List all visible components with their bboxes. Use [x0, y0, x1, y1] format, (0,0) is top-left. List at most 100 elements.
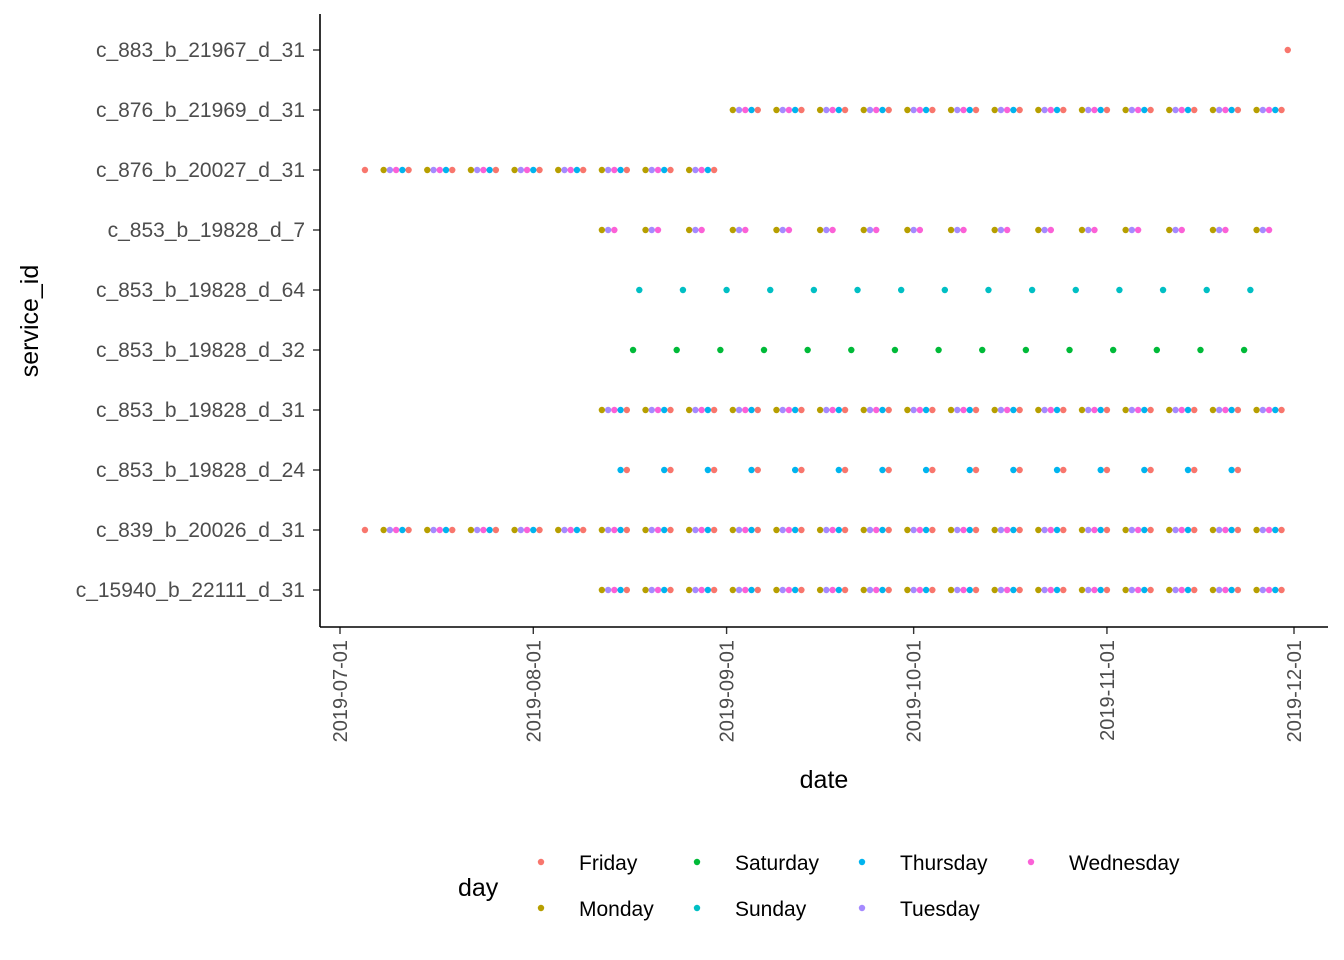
legend-label-friday: Friday	[579, 852, 638, 875]
point-c-839-b-20026-d-31-friday	[1103, 526, 1111, 534]
point-c-15940-b-22111-d-31-wednesday	[742, 586, 749, 594]
point-c-15940-b-22111-d-31-tuesday	[604, 586, 612, 594]
point-c-876-b-21969-d-31-monday	[1122, 106, 1129, 114]
point-c-15940-b-22111-d-31-friday	[754, 586, 761, 594]
point-c-839-b-20026-d-31-friday	[492, 526, 500, 534]
point-c-853-b-19828-d-32-saturday	[1197, 346, 1204, 354]
point-c-876-b-21969-d-31-thursday	[1010, 106, 1017, 114]
point-c-853-b-19828-d-31-friday	[1234, 406, 1242, 414]
point-c-853-b-19828-d-24-thursday	[617, 466, 624, 474]
point-c-15940-b-22111-d-31-tuesday	[779, 586, 786, 594]
point-c-853-b-19828-d-64-sunday	[941, 286, 949, 294]
point-c-876-b-20027-d-31-friday	[710, 166, 718, 174]
x-tick-label-2019-12-01: 2019-12-01	[1284, 640, 1306, 742]
y-tick-label-c-853-b-19828-d-32: c_853_b_19828_d_32	[96, 339, 305, 362]
y-tick-label-c-853-b-19828-d-31: c_853_b_19828_d_31	[96, 399, 305, 422]
point-c-853-b-19828-d-31-tuesday	[779, 406, 786, 414]
point-c-839-b-20026-d-31-friday	[929, 526, 936, 534]
point-c-853-b-19828-d-7-monday	[1078, 226, 1086, 234]
point-c-839-b-20026-d-31-monday	[642, 526, 649, 534]
point-c-853-b-19828-d-32-saturday	[717, 346, 724, 354]
point-c-876-b-21969-d-31-friday	[1103, 106, 1111, 114]
point-c-839-b-20026-d-31-thursday	[530, 526, 537, 534]
point-c-839-b-20026-d-31-friday	[667, 526, 674, 534]
point-c-853-b-19828-d-7-monday	[816, 226, 824, 234]
point-c-15940-b-22111-d-31-wednesday	[1003, 586, 1011, 594]
x-tick-labels: 2019-07-01 2019-08-01 2019-09-01 2019-10-01…	[330, 627, 1306, 742]
point-c-853-b-19828-d-31-wednesday	[1265, 406, 1273, 414]
point-c-853-b-19828-d-31-thursday	[661, 406, 668, 414]
point-c-853-b-19828-d-31-monday	[1122, 406, 1129, 414]
point-c-853-b-19828-d-7-tuesday	[1215, 226, 1223, 234]
point-c-853-b-19828-d-7-tuesday	[1041, 226, 1048, 234]
point-c-839-b-20026-d-31-wednesday	[873, 526, 880, 534]
point-c-853-b-19828-d-31-wednesday	[654, 406, 662, 414]
point-c-876-b-20027-d-31-wednesday	[654, 166, 662, 174]
point-c-839-b-20026-d-31-tuesday	[517, 526, 525, 534]
point-c-853-b-19828-d-31-wednesday	[1134, 406, 1142, 414]
point-c-15940-b-22111-d-31-wednesday	[1222, 586, 1229, 594]
point-c-853-b-19828-d-31-tuesday	[954, 406, 961, 414]
point-c-15940-b-22111-d-31-thursday	[748, 586, 755, 594]
point-c-853-b-19828-d-31-monday	[1253, 406, 1260, 414]
point-c-853-b-19828-d-31-friday	[929, 406, 936, 414]
y-tick-label-c-883-b-21967-d-31: c_883_b_21967_d_31	[96, 39, 305, 62]
point-c-839-b-20026-d-31-wednesday	[1003, 526, 1011, 534]
point-c-839-b-20026-d-31-monday	[467, 526, 475, 534]
point-c-876-b-21969-d-31-thursday	[1097, 106, 1104, 114]
point-c-853-b-19828-d-24-friday	[667, 466, 674, 474]
point-c-853-b-19828-d-7-tuesday	[823, 226, 830, 234]
point-c-15940-b-22111-d-31-tuesday	[1259, 586, 1267, 594]
point-c-876-b-21969-d-31-monday	[1166, 106, 1173, 114]
point-c-876-b-20027-d-31-tuesday	[473, 166, 481, 174]
point-c-876-b-20027-d-31-thursday	[530, 166, 537, 174]
point-c-853-b-19828-d-31-tuesday	[1215, 406, 1223, 414]
point-c-839-b-20026-d-31-friday	[754, 526, 761, 534]
point-c-876-b-21969-d-31-tuesday	[1259, 106, 1267, 114]
point-c-15940-b-22111-d-31-friday	[1060, 586, 1067, 594]
point-c-876-b-21969-d-31-wednesday	[785, 106, 793, 114]
point-c-876-b-21969-d-31-wednesday	[1003, 106, 1011, 114]
point-c-853-b-19828-d-7-tuesday	[692, 226, 699, 234]
y-tick-label-c-876-b-20027-d-31: c_876_b_20027_d_31	[96, 159, 305, 182]
point-c-853-b-19828-d-31-friday	[667, 406, 674, 414]
point-c-839-b-20026-d-31-wednesday	[480, 526, 487, 534]
point-c-853-b-19828-d-64-sunday	[767, 286, 774, 294]
point-c-853-b-19828-d-7-monday	[1166, 226, 1173, 234]
point-c-876-b-20027-d-31-monday	[424, 166, 431, 174]
point-c-876-b-20027-d-31-wednesday	[698, 166, 705, 174]
x-axis-title: date	[800, 766, 849, 794]
point-c-15940-b-22111-d-31-tuesday	[735, 586, 743, 594]
point-c-839-b-20026-d-31-wednesday	[567, 526, 574, 534]
point-c-15940-b-22111-d-31-wednesday	[1265, 586, 1273, 594]
point-c-876-b-21969-d-31-tuesday	[1085, 106, 1092, 114]
point-c-853-b-19828-d-24-thursday	[879, 466, 886, 474]
point-c-876-b-20027-d-31-monday	[511, 166, 518, 174]
point-c-853-b-19828-d-24-thursday	[791, 466, 799, 474]
point-c-876-b-20027-d-31-thursday	[399, 166, 406, 174]
point-c-839-b-20026-d-31-monday	[1166, 526, 1173, 534]
point-c-853-b-19828-d-31-thursday	[1272, 406, 1279, 414]
point-c-839-b-20026-d-31-tuesday	[430, 526, 437, 534]
point-c-15940-b-22111-d-31-monday	[947, 586, 955, 594]
legend-key-saturday	[693, 858, 701, 866]
point-c-839-b-20026-d-31-friday	[579, 526, 587, 534]
point-c-839-b-20026-d-31-thursday	[399, 526, 406, 534]
point-c-853-b-19828-d-31-tuesday	[692, 406, 699, 414]
point-c-876-b-21969-d-31-tuesday	[954, 106, 961, 114]
point-c-853-b-19828-d-31-thursday	[748, 406, 755, 414]
point-c-853-b-19828-d-24-friday	[972, 466, 980, 474]
point-c-876-b-21969-d-31-friday	[841, 106, 849, 114]
point-c-839-b-20026-d-31-monday	[1122, 526, 1129, 534]
point-c-853-b-19828-d-7-wednesday	[829, 226, 836, 234]
point-c-876-b-21969-d-31-friday	[1278, 106, 1285, 114]
point-c-839-b-20026-d-31-friday	[1147, 526, 1154, 534]
point-c-876-b-21969-d-31-friday	[929, 106, 936, 114]
point-c-876-b-21969-d-31-friday	[1016, 106, 1023, 114]
point-c-839-b-20026-d-31-wednesday	[523, 526, 531, 534]
point-c-853-b-19828-d-64-sunday	[1072, 286, 1079, 294]
point-c-15940-b-22111-d-31-tuesday	[1041, 586, 1048, 594]
point-c-15940-b-22111-d-31-tuesday	[1215, 586, 1223, 594]
point-c-839-b-20026-d-31-monday	[598, 526, 606, 534]
point-c-853-b-19828-d-7-tuesday	[954, 226, 961, 234]
